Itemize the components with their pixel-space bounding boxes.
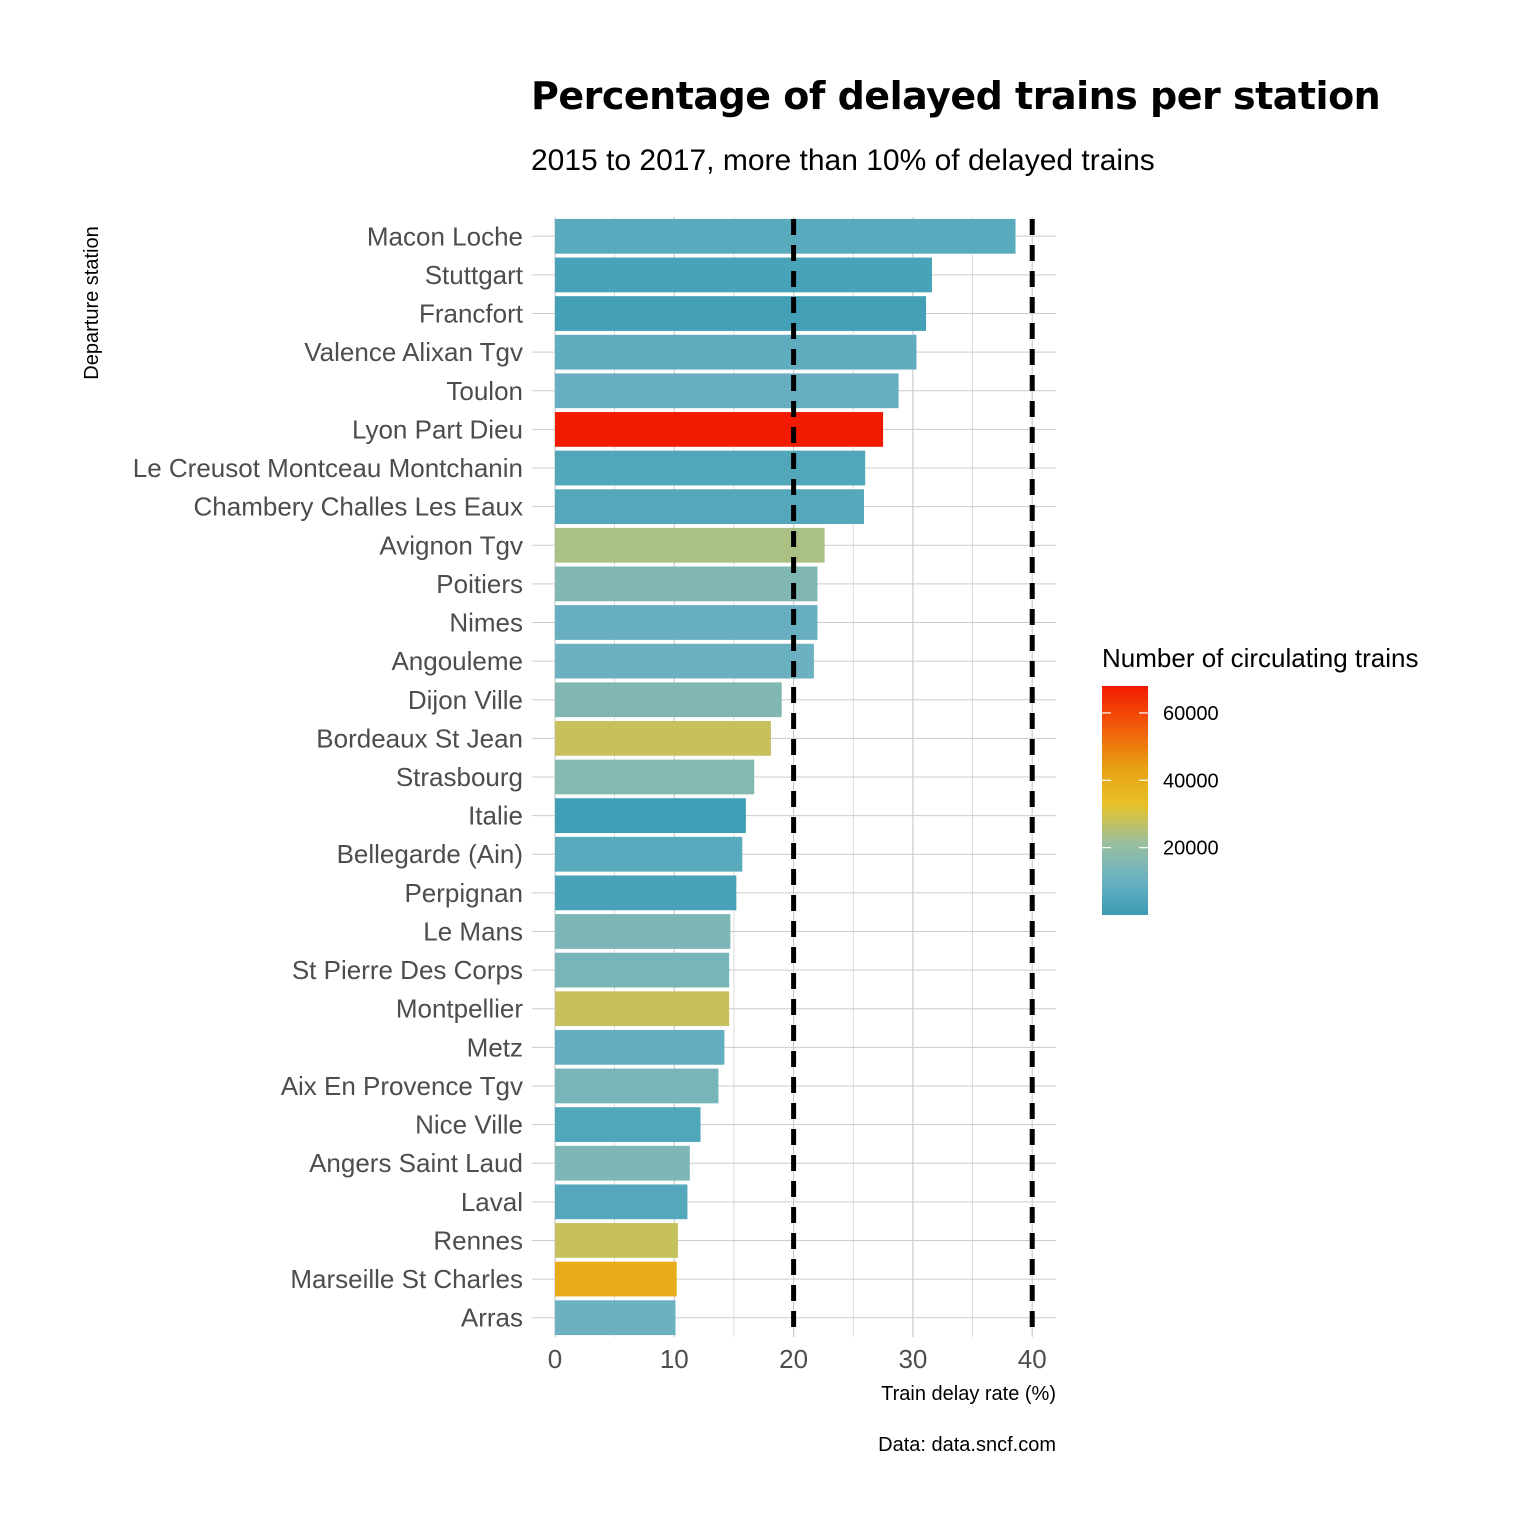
- y-tick-label: Angouleme: [391, 646, 523, 676]
- bar: [555, 218, 1016, 254]
- bar: [555, 1300, 676, 1336]
- bar: [555, 759, 755, 795]
- y-tick-label: Bordeaux St Jean: [316, 723, 523, 753]
- y-tick-label: Italie: [468, 801, 523, 831]
- y-tick-label: Laval: [461, 1187, 523, 1217]
- y-tick-label: Chambery Challes Les Eaux: [194, 492, 524, 522]
- legend-colorbar: [1102, 686, 1148, 915]
- bar: [555, 1068, 719, 1104]
- bar: [555, 296, 927, 331]
- x-tick-label: 10: [660, 1344, 689, 1374]
- bar: [555, 1029, 725, 1065]
- bar: [555, 412, 884, 447]
- legend: Number of circulating trains 20000 40000 6…: [1102, 643, 1418, 915]
- chart-title: Percentage of delayed trains per station: [531, 74, 1381, 118]
- bar: [555, 682, 782, 718]
- y-tick-label: Francfort: [419, 299, 524, 329]
- x-tick-labels: 0 10 20 30 40: [548, 1344, 1047, 1374]
- y-axis-title: Departure station: [81, 226, 103, 379]
- y-tick-label: Toulon: [446, 376, 523, 406]
- bar: [555, 643, 814, 679]
- bar: [555, 1223, 678, 1258]
- y-tick-label: Lyon Part Dieu: [352, 414, 523, 444]
- bar: [555, 527, 825, 563]
- legend-title: Number of circulating trains: [1102, 643, 1418, 673]
- y-tick-label: Perpignan: [404, 878, 523, 908]
- bar: [555, 373, 899, 409]
- bar: [555, 798, 746, 833]
- bar: [555, 1261, 677, 1297]
- bar: [555, 1184, 688, 1220]
- bar: [555, 914, 731, 949]
- bar: [555, 721, 771, 756]
- bar: [555, 991, 730, 1027]
- y-tick-label: Rennes: [433, 1225, 523, 1255]
- bar: [555, 1107, 701, 1142]
- legend-ticks: 20000 40000 60000: [1102, 703, 1219, 860]
- bar: [555, 1145, 690, 1181]
- y-tick-label: Angers Saint Laud: [309, 1148, 523, 1178]
- bar: [555, 566, 818, 602]
- bar: [555, 257, 932, 293]
- x-tick-label: 30: [898, 1344, 927, 1374]
- bar: [555, 836, 743, 872]
- bars: [555, 218, 1016, 1336]
- y-tick-label: Montpellier: [396, 994, 524, 1024]
- chart-subtitle: 2015 to 2017, more than 10% of delayed t…: [531, 144, 1155, 177]
- x-tick-label: 0: [548, 1344, 562, 1374]
- y-tick-label: Nice Ville: [415, 1110, 523, 1140]
- x-tick-label: 20: [779, 1344, 808, 1374]
- y-tick-label: Macon Loche: [367, 221, 523, 251]
- bar: [555, 334, 917, 370]
- x-tick-label: 40: [1018, 1344, 1047, 1374]
- y-tick-label: Marseille St Charles: [290, 1264, 523, 1294]
- legend-tick-label: 60000: [1163, 703, 1219, 725]
- y-tick-label: Valence Alixan Tgv: [304, 337, 523, 367]
- legend-tick-label: 40000: [1163, 770, 1219, 792]
- y-tick-label: Arras: [461, 1303, 523, 1333]
- y-tick-label: St Pierre Des Corps: [292, 955, 523, 985]
- y-tick-label: Stuttgart: [425, 260, 524, 290]
- legend-tick-label: 20000: [1163, 838, 1219, 860]
- y-tick-label: Nimes: [449, 608, 523, 638]
- caption: Data: data.sncf.com: [878, 1434, 1056, 1456]
- bar: [555, 875, 737, 911]
- y-tick-label: Strasbourg: [396, 762, 523, 792]
- x-axis-title: Train delay rate (%): [881, 1383, 1056, 1405]
- y-tick-label: Aix En Provence Tgv: [281, 1071, 523, 1101]
- bar: [555, 605, 818, 640]
- y-tick-label: Le Mans: [423, 916, 523, 946]
- bar: [555, 952, 730, 988]
- y-tick-labels: Macon Loche Stuttgart Francfort Valence Ali…: [133, 221, 524, 1332]
- bar: [555, 450, 866, 486]
- y-tick-label: Bellegarde (Ain): [337, 839, 523, 869]
- reference-lines: [791, 219, 1035, 1337]
- bar: [555, 489, 864, 525]
- y-tick-label: Poitiers: [436, 569, 523, 599]
- y-tick-label: Dijon Ville: [408, 685, 523, 715]
- y-tick-label: Le Creusot Montceau Montchanin: [133, 453, 523, 483]
- y-tick-label: Avignon Tgv: [379, 530, 523, 560]
- y-tick-label: Metz: [467, 1032, 523, 1062]
